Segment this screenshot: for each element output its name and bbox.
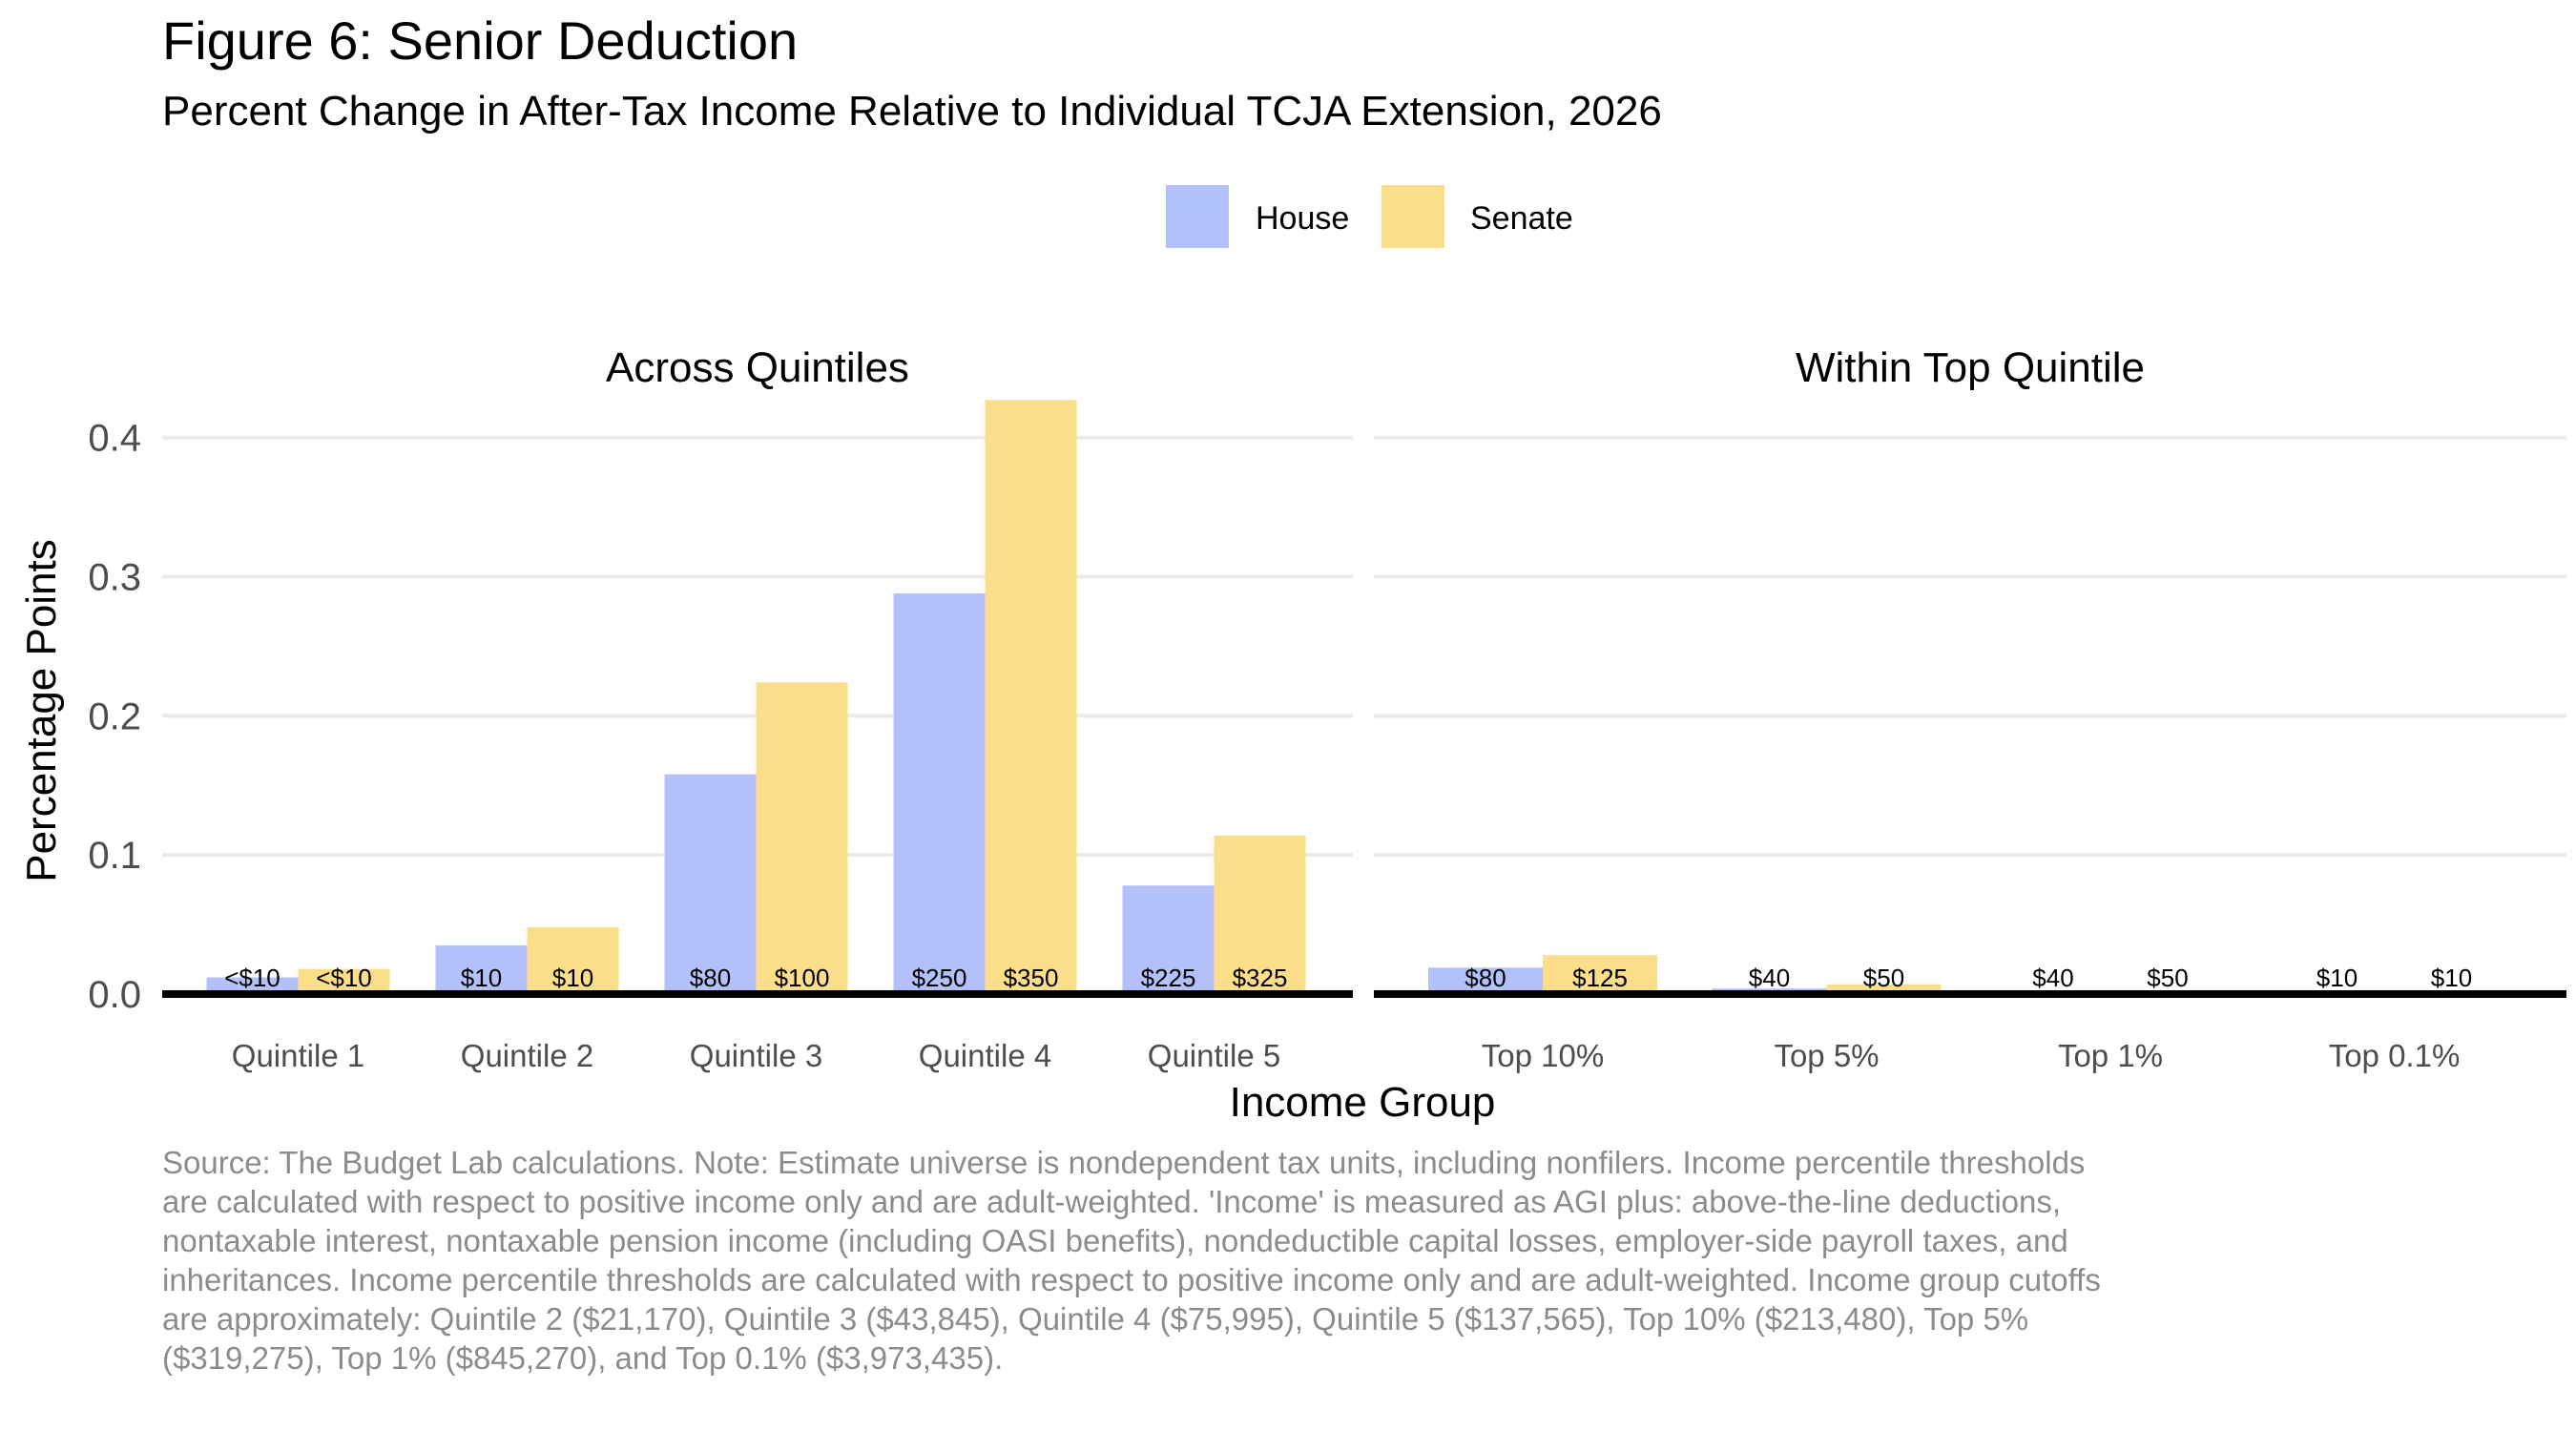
chart: House Senate Percentage Points Income Gr… <box>18 185 2566 1126</box>
bar-value-label: $100 <box>775 964 830 992</box>
bar-value-label: $80 <box>690 964 731 992</box>
x-tick-label: Quintile 4 <box>919 1038 1051 1073</box>
bar-house <box>893 593 986 994</box>
legend: House Senate <box>1166 185 1573 248</box>
bar-house <box>435 944 528 994</box>
y-tick-label: 0.3 <box>88 557 141 599</box>
bar-senate <box>756 682 848 994</box>
x-tick-label: Top 1% <box>2058 1038 2163 1073</box>
x-tick-label: Quintile 3 <box>690 1038 822 1073</box>
bar-senate <box>527 927 619 994</box>
bar-value-label: $10 <box>2431 964 2472 992</box>
bar-value-label: $325 <box>1233 964 1288 992</box>
bar-value-label: $50 <box>2147 964 2188 992</box>
bar-value-label: $225 <box>1141 964 1196 992</box>
bar-value-label: $80 <box>1465 964 1506 992</box>
bar-value-label: $40 <box>1749 964 1790 992</box>
bar-value-label: $250 <box>912 964 967 992</box>
bar-value-label: <$10 <box>316 964 372 992</box>
bar-value-label: $10 <box>461 964 502 992</box>
bar-senate <box>298 968 390 994</box>
bar-house <box>206 977 299 994</box>
x-tick-label: Quintile 1 <box>232 1038 364 1073</box>
source-note: Source: The Budget Lab calculations. Not… <box>162 1145 2101 1376</box>
legend-label-senate: Senate <box>1470 200 1573 237</box>
panel-title: Across Quintiles <box>606 344 909 391</box>
bar-value-label: $40 <box>2032 964 2073 992</box>
bar-house <box>664 774 757 994</box>
x-tick-label: Quintile 2 <box>461 1038 593 1073</box>
bar-value-label: $350 <box>1004 964 1059 992</box>
bar-value-label: $10 <box>2316 964 2358 992</box>
x-tick-label: Quintile 5 <box>1148 1038 1280 1073</box>
legend-label-house: House <box>1256 200 1349 237</box>
bar-house <box>1428 967 1543 994</box>
x-tick-label: Top 10% <box>1482 1038 1604 1073</box>
legend-swatch-house <box>1166 185 1229 248</box>
bar-senate <box>985 400 1077 995</box>
panel-title: Within Top Quintile <box>1796 344 2145 391</box>
y-tick-label: 0.1 <box>88 835 141 877</box>
bar-value-label: <$10 <box>224 964 280 992</box>
plot-area: 0.0 0.1 0.2 0.3 0.4 Across Quintiles <$10 <$10 Q… <box>88 344 2566 1073</box>
bar-senate <box>1826 984 1942 994</box>
x-axis-title: Income Group <box>1230 1079 1496 1126</box>
y-axis-title: Percentage Points <box>18 539 65 882</box>
bar-senate <box>1543 955 1657 994</box>
y-tick-label: 0.2 <box>88 695 141 737</box>
bar-senate <box>1214 835 1306 994</box>
bar-value-label: $125 <box>1572 964 1628 992</box>
bar-value-label: $10 <box>552 964 593 992</box>
x-tick-label: Top 5% <box>1774 1038 1879 1073</box>
x-tick-label: Top 0.1% <box>2329 1038 2461 1073</box>
y-tick-label: 0.4 <box>88 418 141 460</box>
bar-value-label: $50 <box>1863 964 1904 992</box>
figure-title: Figure 6: Senior Deduction <box>162 10 799 71</box>
legend-swatch-senate <box>1381 185 1444 248</box>
bar-house <box>1122 885 1215 994</box>
figure-subtitle: Percent Change in After-Tax Income Relat… <box>162 88 1662 135</box>
y-tick-label: 0.0 <box>88 974 141 1016</box>
